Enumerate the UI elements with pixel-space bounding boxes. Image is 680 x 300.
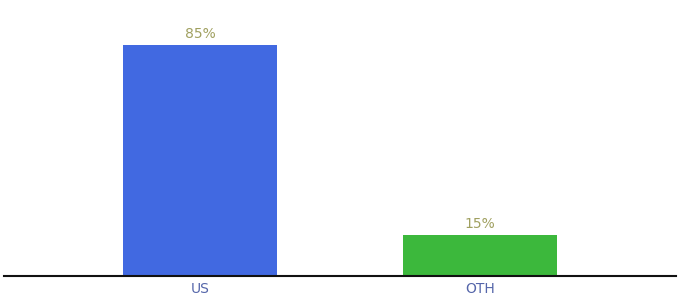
Text: 85%: 85% bbox=[185, 27, 216, 41]
Bar bbox=[123, 45, 277, 276]
Text: 15%: 15% bbox=[464, 218, 495, 231]
Bar bbox=[403, 236, 557, 276]
